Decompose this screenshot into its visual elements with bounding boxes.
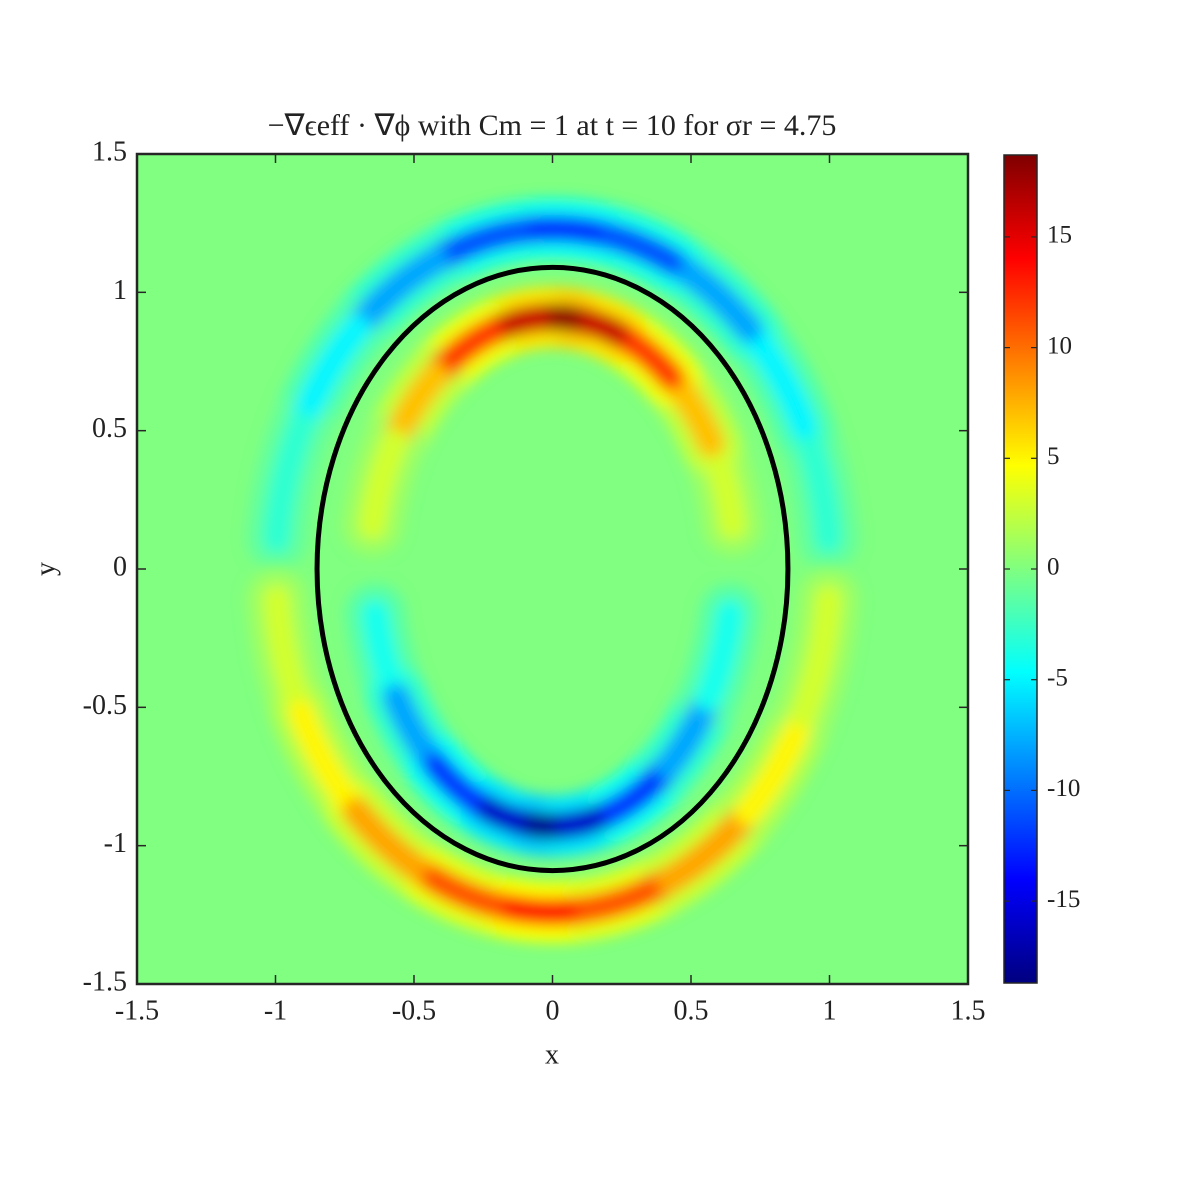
band (344, 583, 761, 857)
band-core (654, 683, 723, 780)
x-tick-label: 1.5 (951, 995, 986, 1026)
colorbar-tick-label: 10 (1047, 332, 1072, 359)
y-tick-label: -0.5 (83, 690, 127, 721)
band-core (358, 429, 409, 540)
band-core (287, 700, 371, 826)
y-tick-label: -1 (104, 828, 127, 859)
band-core (694, 599, 744, 712)
band-core (421, 866, 531, 923)
band-core (655, 246, 763, 343)
y-tick-label: 0 (113, 551, 127, 582)
y-tick-label: 1.5 (92, 136, 127, 167)
band-core (655, 797, 763, 894)
band-core (574, 866, 684, 923)
x-tick-label: -0.5 (392, 995, 436, 1026)
band-core (421, 217, 531, 275)
x-tick-label: -1 (264, 995, 287, 1026)
band (342, 286, 763, 556)
x-tick-label: 1 (823, 995, 837, 1026)
band-core (287, 314, 371, 440)
band-core (734, 314, 818, 440)
x-tick-label: 0.5 (674, 995, 709, 1026)
chart-title: −∇ϵeff · ∇ϕ with Cm = 1 at t = 10 for σr… (268, 109, 837, 142)
colorbar-tick-label: -5 (1047, 664, 1068, 691)
x-tick-label: 0 (546, 995, 560, 1026)
heatmap-background (137, 154, 968, 984)
band-core (574, 217, 684, 275)
x-axis-label: x (545, 1039, 559, 1070)
y-tick-label: 1 (113, 275, 127, 306)
band-core (342, 797, 450, 894)
colorbar-tick-label: 5 (1047, 443, 1060, 470)
x-tick-label: -1.5 (115, 995, 159, 1026)
band (246, 568, 859, 943)
y-axis-label: y (30, 562, 61, 576)
colorbar-tick-label: 15 (1047, 222, 1072, 249)
band-core (342, 246, 450, 343)
colorbar-tick-label: -10 (1047, 775, 1080, 802)
contour (314, 264, 791, 874)
y-tick-label: -1.5 (83, 966, 127, 997)
colorbar-tick-label: 0 (1047, 554, 1060, 581)
heatmap (137, 154, 968, 984)
band-core (789, 585, 843, 728)
y-tick-label: 0.5 (92, 413, 127, 444)
band-core (262, 585, 316, 728)
band-core (734, 700, 818, 826)
band-core (262, 411, 316, 554)
band-core (361, 599, 411, 712)
colorbar-tick-label: -15 (1047, 886, 1080, 913)
band-core (789, 411, 843, 554)
band (246, 198, 859, 570)
